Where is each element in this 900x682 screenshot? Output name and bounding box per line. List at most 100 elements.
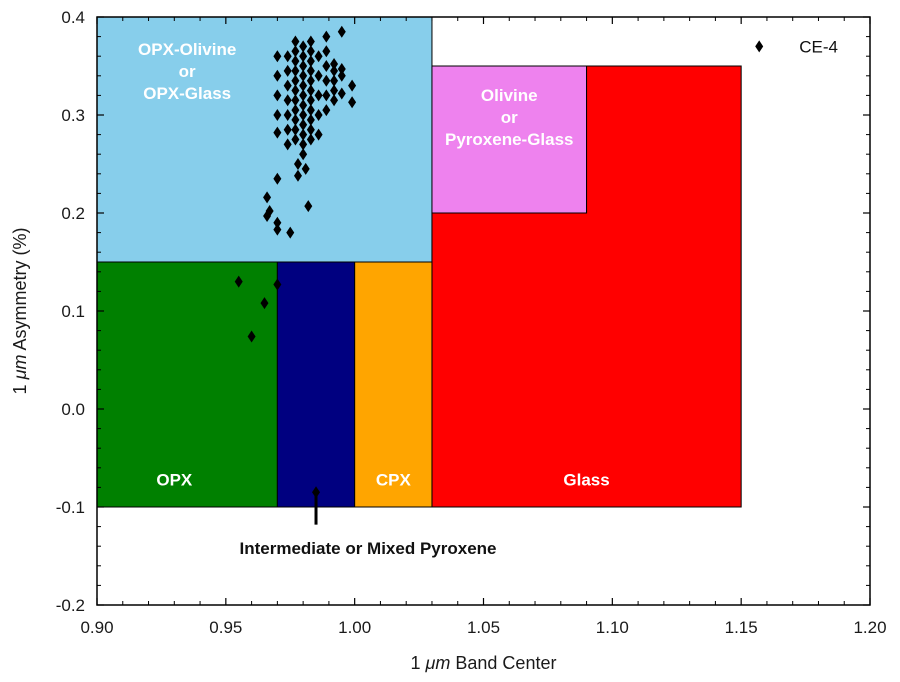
- data-point: [263, 209, 272, 222]
- region-label-opx-olivine: OPX-Glass: [143, 84, 231, 103]
- data-point: [299, 50, 308, 63]
- y-tick-label: 0.4: [61, 8, 85, 27]
- region-label-olivine-pyroxene-glass: Olivine: [481, 86, 538, 105]
- regions-layer: [96, 16, 742, 508]
- data-point: [283, 64, 292, 77]
- data-point: [299, 109, 308, 121]
- data-point: [306, 45, 315, 58]
- data-point: [330, 74, 339, 87]
- y-tick-label: -0.1: [56, 498, 85, 517]
- data-point: [337, 87, 346, 100]
- region-label-olivine-pyroxene-glass: Pyroxene-Glass: [445, 130, 574, 149]
- x-tick-label: 0.95: [209, 618, 242, 637]
- data-point: [291, 123, 300, 136]
- data-point: [306, 84, 315, 97]
- data-point: [322, 74, 331, 87]
- data-point: [314, 128, 323, 141]
- data-point: [273, 69, 282, 82]
- x-tick-label: 1.10: [596, 618, 629, 637]
- region-label-opx: OPX: [156, 471, 193, 490]
- data-point: [291, 84, 300, 97]
- data-point: [306, 35, 315, 48]
- data-point: [304, 200, 313, 213]
- x-tick-label: 1.00: [338, 618, 371, 637]
- data-point: [273, 216, 282, 229]
- data-point: [273, 109, 282, 121]
- region-label-glass: Glass: [563, 471, 609, 490]
- data-point: [306, 64, 315, 77]
- data-point: [273, 172, 282, 185]
- data-point: [306, 74, 315, 87]
- y-tick-label: 0.1: [61, 302, 85, 321]
- data-point: [283, 50, 292, 63]
- data-point: [299, 118, 308, 131]
- y-tick-label: 0.2: [61, 204, 85, 223]
- data-point: [337, 69, 346, 82]
- data-point: [330, 64, 339, 77]
- x-tick-label: 0.90: [80, 618, 113, 637]
- data-point: [306, 104, 315, 117]
- data-point: [291, 45, 300, 58]
- data-point: [322, 60, 331, 72]
- region-label-cpx: CPX: [376, 471, 412, 490]
- data-point: [283, 123, 292, 136]
- data-point: [306, 123, 315, 136]
- data-point: [273, 278, 282, 291]
- data-point: [283, 109, 292, 121]
- data-point: [322, 104, 331, 117]
- data-point: [283, 138, 292, 151]
- data-point: [330, 58, 339, 71]
- data-point: [299, 89, 308, 102]
- data-point: [330, 94, 339, 107]
- data-point: [299, 60, 308, 72]
- x-tick-label: 1.20: [853, 618, 886, 637]
- data-point: [306, 133, 315, 146]
- data-point: [299, 69, 308, 82]
- data-point: [314, 89, 323, 102]
- data-point: [273, 126, 282, 139]
- data-point: [306, 94, 315, 107]
- y-tick-label: 0.0: [61, 400, 85, 419]
- data-point: [293, 169, 302, 182]
- data-point: [322, 30, 331, 43]
- data-point: [293, 158, 302, 170]
- ce4-label: CE-4: [799, 37, 838, 56]
- data-point: [299, 79, 308, 92]
- data-point: [273, 89, 282, 102]
- data-point: [283, 79, 292, 92]
- region-intermediate: [276, 261, 356, 508]
- ticks-layer: 0.90 0.95 1.00 1.05 1.10 1.15 1.20 -0.2 -0.1 0.0 0…: [56, 8, 887, 637]
- data-point: [314, 69, 323, 82]
- region-label-opx-olivine: or: [179, 62, 196, 81]
- data-point: [322, 45, 331, 58]
- data-point: [273, 50, 282, 63]
- points-layer: [234, 25, 357, 499]
- x-tick-label: 1.05: [467, 618, 500, 637]
- callout-label: Intermediate or Mixed Pyroxene: [240, 539, 497, 558]
- data-point: [301, 162, 310, 175]
- data-point: [306, 55, 315, 68]
- data-point: [330, 84, 339, 97]
- data-point: [291, 94, 300, 107]
- region-label-olivine-pyroxene-glass: or: [501, 108, 518, 127]
- data-point: [291, 113, 300, 126]
- y-tick-label: 0.3: [61, 106, 85, 125]
- data-point: [299, 138, 308, 151]
- x-tick-label: 1.15: [725, 618, 758, 637]
- ce4-point: [755, 40, 764, 53]
- data-point: [291, 55, 300, 68]
- y-axis-title: 1 μm Asymmetry (%): [10, 228, 30, 395]
- x-axis-title: 1 μm Band Center: [411, 653, 557, 673]
- data-point: [299, 99, 308, 112]
- data-point: [348, 96, 357, 109]
- data-point: [314, 50, 323, 63]
- data-point: [273, 223, 282, 236]
- data-point: [291, 64, 300, 77]
- data-point: [234, 275, 243, 288]
- data-point: [291, 133, 300, 146]
- region-labels-layer: OPX-Olivine or OPX-Glass Olivine or Pyroxene-…: [138, 40, 610, 490]
- region-label-opx-olivine: OPX-Olivine: [138, 40, 236, 59]
- data-point: [348, 79, 357, 92]
- data-point: [299, 40, 308, 53]
